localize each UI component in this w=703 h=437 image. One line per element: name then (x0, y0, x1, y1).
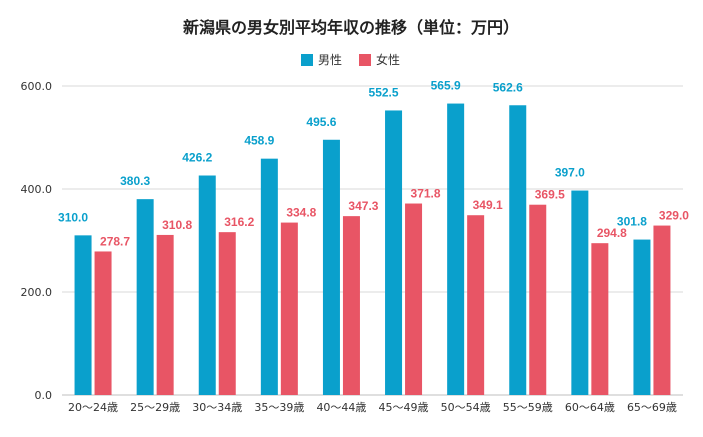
bar-female (218, 232, 236, 395)
data-label-male: 380.3 (120, 174, 150, 188)
bar-female (280, 222, 298, 395)
data-label-female: 310.8 (162, 218, 192, 232)
legend-label-male: 男性 (318, 53, 342, 67)
labels-layer: 310.0 278.7 380.3 310.8 426.2 316.2 458.9 334.8… (58, 79, 689, 249)
bar-male (509, 105, 527, 396)
legend-swatch-male (301, 54, 313, 66)
data-label-male: 565.9 (431, 79, 461, 93)
data-label-male: 458.9 (244, 134, 274, 148)
bar-male (447, 103, 465, 396)
bar-male (322, 139, 340, 395)
y-tick-label: 200.0 (21, 286, 53, 299)
bar-male (198, 175, 216, 395)
x-tick-label: 50～54歳 (441, 401, 491, 414)
bar-female (94, 251, 112, 395)
data-label-female: 294.8 (597, 226, 627, 240)
data-label-male: 310.0 (58, 210, 88, 224)
bar-female (653, 225, 671, 395)
data-label-female: 347.3 (348, 199, 378, 213)
x-tick-label: 60～64歳 (565, 401, 615, 414)
data-label-female: 349.1 (473, 198, 503, 212)
bar-female (591, 243, 609, 395)
bar-male (633, 239, 651, 395)
data-label-male: 552.5 (369, 85, 399, 99)
data-label-male: 495.6 (306, 115, 336, 129)
x-tick-label: 65～69歳 (627, 401, 677, 414)
data-label-male: 562.6 (493, 80, 523, 94)
x-tick-label: 35～39歳 (254, 401, 304, 414)
legend: 男性 女性 (301, 52, 400, 67)
bar-female (529, 204, 547, 395)
x-tick-label: 20～24歳 (68, 401, 118, 414)
x-tick-label: 45～49歳 (379, 401, 429, 414)
bar-male (571, 190, 589, 395)
data-label-female: 278.7 (100, 234, 130, 248)
x-tick-label: 55～59歳 (503, 401, 553, 414)
data-label-male: 397.0 (555, 166, 585, 180)
y-tick-label: 0.0 (35, 389, 53, 402)
x-tick-label: 40～44歳 (316, 401, 366, 414)
bar-female (405, 203, 423, 395)
legend-swatch-female (359, 54, 371, 66)
data-label-male: 426.2 (182, 151, 212, 165)
bar-male (74, 235, 92, 395)
data-label-female: 371.8 (411, 187, 441, 201)
data-label-female: 316.2 (224, 215, 254, 229)
data-label-male: 301.8 (617, 215, 647, 229)
bar-male (136, 199, 154, 395)
bar-female (342, 216, 360, 395)
data-label-female: 329.0 (659, 209, 689, 223)
bar-male (385, 110, 403, 396)
legend-label-female: 女性 (376, 52, 400, 67)
x-tick-label: 30～34歳 (192, 401, 242, 414)
y-tick-label: 600.0 (21, 80, 53, 93)
chart-title: 新潟県の男女別平均年収の推移（単位：万円） (183, 18, 519, 37)
data-label-female: 334.8 (286, 206, 316, 220)
y-tick-label: 400.0 (21, 183, 53, 196)
data-label-female: 369.5 (535, 188, 565, 202)
bars-layer (74, 103, 671, 396)
bar-female (156, 234, 174, 395)
bar-female (467, 215, 485, 395)
bar-male (260, 158, 278, 395)
x-axis: 20～24歳 25～29歳 30～34歳 35～39歳 40～44歳 45～49歳 50～5… (68, 401, 677, 414)
x-tick-label: 25～29歳 (130, 401, 180, 414)
